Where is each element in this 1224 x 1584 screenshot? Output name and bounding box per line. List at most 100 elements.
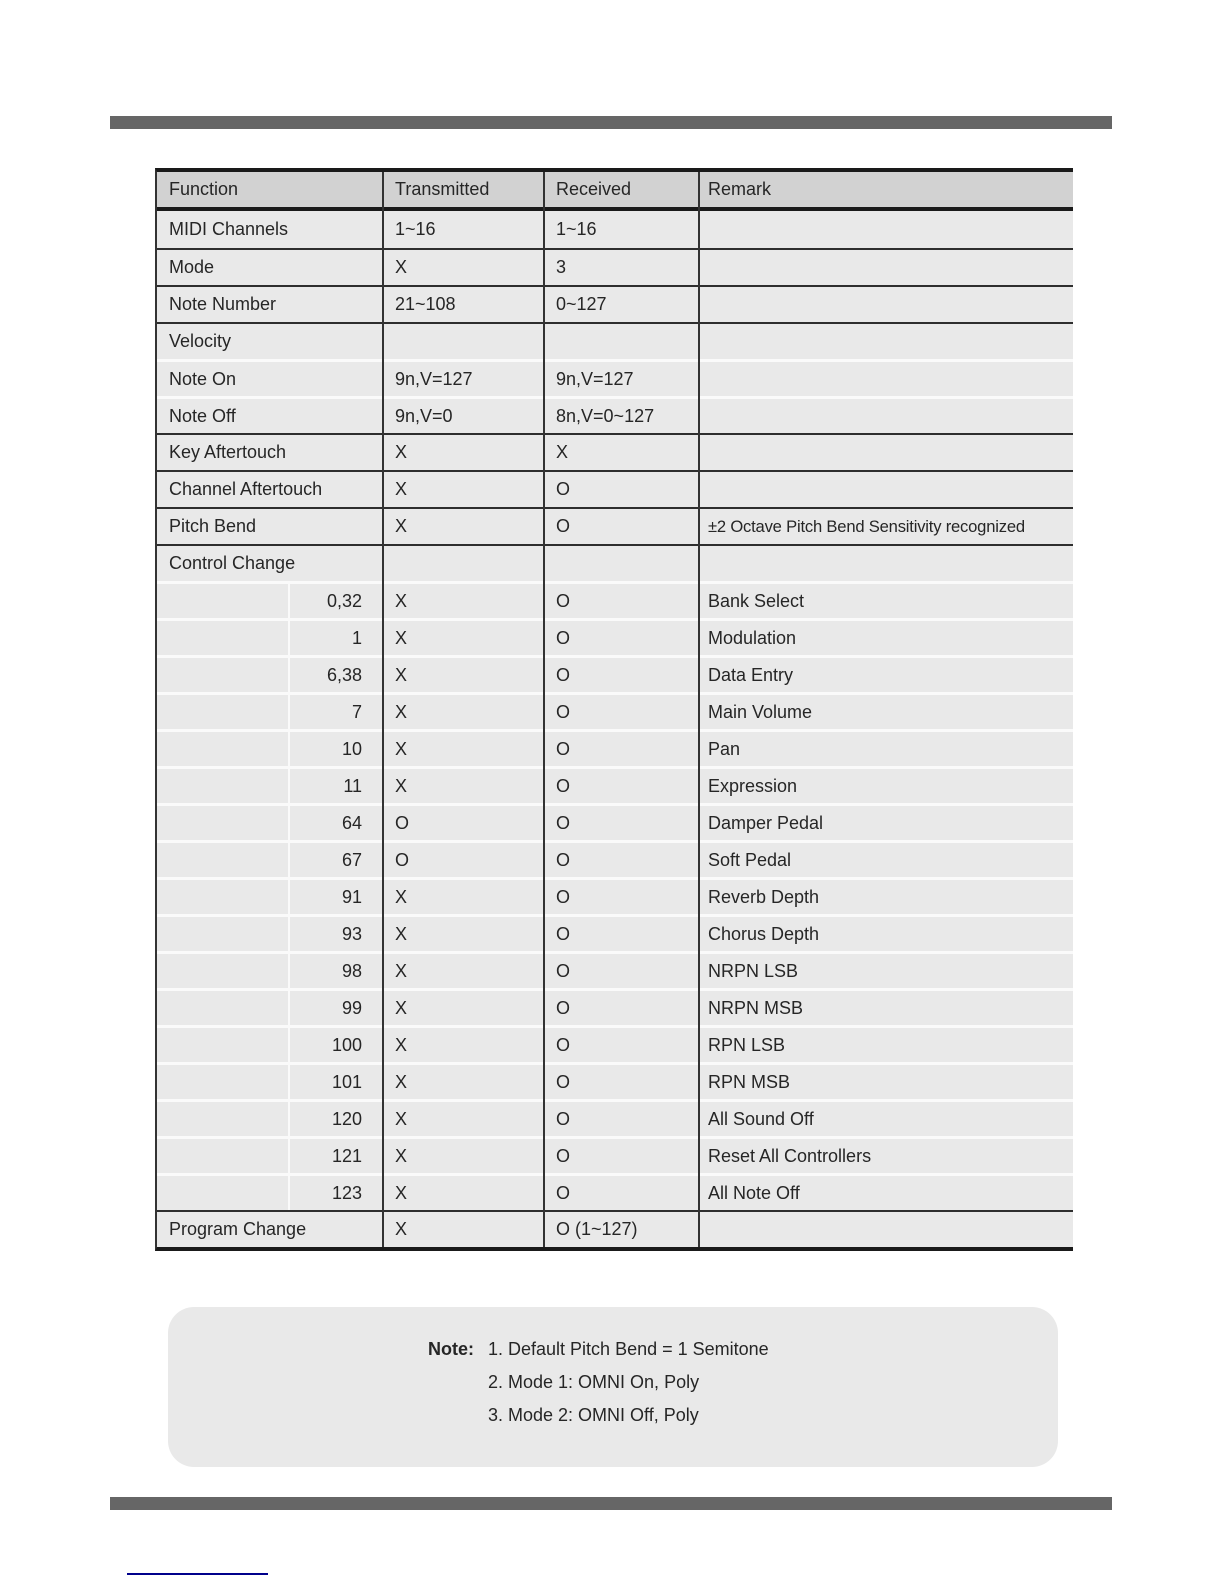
remark-cell: [698, 435, 1073, 470]
controller-number-cell: 93: [341, 923, 362, 944]
transmitted-cell: 1~16: [395, 219, 436, 239]
transmitted-cell: 9n,V=127: [395, 368, 473, 389]
controller-number-cell: 91: [341, 886, 362, 907]
received-cell: O: [556, 590, 571, 611]
function-indent-cell: [157, 1176, 290, 1210]
received-cell: O: [556, 886, 571, 907]
table-row: Note Off 9n,V=0 8n,V=0~127: [157, 396, 1073, 433]
received-cell: O: [556, 997, 571, 1018]
transmitted-cell: X: [395, 516, 408, 536]
function-cell: Note Number: [169, 294, 277, 314]
function-indent-cell: [157, 991, 290, 1025]
remark-cell: NRPN LSB: [708, 960, 799, 981]
received-cell: O: [556, 701, 571, 722]
remark-cell: [698, 287, 1073, 322]
received-cell: 8n,V=0~127: [556, 405, 655, 426]
function-indent-cell: [157, 769, 290, 803]
function-indent-cell: [157, 1139, 290, 1173]
function-indent-cell: [157, 806, 290, 840]
table-row: 93 X O Chorus Depth: [157, 914, 1073, 951]
note-line: 2. Mode 1: OMNI On, Poly: [428, 1366, 769, 1399]
transmitted-cell: X: [395, 1108, 408, 1129]
note-line: 3. Mode 2: OMNI Off, Poly: [428, 1399, 769, 1432]
transmitted-cell: X: [395, 775, 408, 796]
remark-cell: [698, 211, 1073, 248]
table-row: 123 X O All Note Off: [157, 1173, 1073, 1210]
remark-cell: Expression: [708, 775, 798, 796]
function-cell: Channel Aftertouch: [169, 479, 323, 499]
function-cell: Mode: [169, 257, 215, 277]
note-item: 1. Default Pitch Bend = 1 Semitone: [488, 1339, 769, 1359]
remark-cell: Modulation: [708, 627, 797, 648]
table-row: 1 X O Modulation: [157, 618, 1073, 655]
controller-number-cell: 64: [341, 812, 362, 833]
table-row: 91 X O Reverb Depth: [157, 877, 1073, 914]
received-cell: O: [556, 738, 571, 759]
table-row: 121 X O Reset All Controllers: [157, 1136, 1073, 1173]
controller-number-cell: 100: [331, 1034, 362, 1055]
received-cell: O: [556, 849, 571, 870]
remark-cell: Bank Select: [708, 590, 805, 611]
table-row: 64 O O Damper Pedal: [157, 803, 1073, 840]
controller-number-cell: 98: [341, 960, 362, 981]
table-header-row: Function Transmitted Received Remark: [157, 172, 1073, 211]
received-cell: 3: [556, 257, 567, 277]
transmitted-cell: X: [395, 1034, 408, 1055]
remark-cell: RPN MSB: [708, 1071, 791, 1092]
table-row: Pitch Bend X O ±2 Octave Pitch Bend Sensiti…: [157, 507, 1073, 544]
function-cell: Note Off: [169, 405, 236, 426]
note-item: 2. Mode 1: OMNI On, Poly: [488, 1372, 700, 1392]
received-cell: O: [556, 516, 571, 536]
received-cell: O (1~127): [556, 1219, 638, 1239]
remark-cell: [698, 250, 1073, 285]
function-cell: Control Change: [169, 553, 296, 573]
transmitted-cell: X: [395, 923, 408, 944]
table-row: 101 X O RPN MSB: [157, 1062, 1073, 1099]
remark-cell: [698, 472, 1073, 507]
table-row: 7 X O Main Volume: [157, 692, 1073, 729]
controller-number-cell: 99: [341, 997, 362, 1018]
controller-number-cell: 10: [341, 738, 362, 759]
table-row: 0,32 X O Bank Select: [157, 581, 1073, 618]
function-indent-cell: [157, 584, 290, 618]
received-cell: O: [556, 1071, 571, 1092]
transmitted-cell: 21~108: [395, 294, 456, 314]
received-cell: O: [556, 664, 571, 685]
remark-cell: Damper Pedal: [708, 812, 824, 833]
transmitted-cell: X: [395, 442, 408, 462]
received-cell: O: [556, 960, 571, 981]
received-cell: X: [556, 442, 569, 462]
table-row: Control Change: [157, 544, 1073, 581]
function-cell: MIDI Channels: [169, 219, 289, 239]
table-body: MIDI Channels 1~16 1~16 Mode X 3 Note Number 21…: [157, 211, 1073, 1247]
received-cell: O: [556, 775, 571, 796]
transmitted-cell: O: [395, 812, 410, 833]
function-indent-cell: [157, 917, 290, 951]
remark-cell: [698, 399, 1073, 433]
bottom-rule-bar: [110, 1497, 1112, 1510]
received-cell: O: [556, 1108, 571, 1129]
note-line: Note: 1. Default Pitch Bend = 1 Semitone: [428, 1333, 769, 1366]
transmitted-cell: X: [395, 886, 408, 907]
controller-number-cell: 120: [331, 1108, 362, 1129]
received-cell: [543, 324, 698, 359]
controller-number-cell: 101: [331, 1071, 362, 1092]
transmitted-cell: X: [395, 738, 408, 759]
function-cell: Velocity: [169, 331, 232, 351]
note-box: Note: 1. Default Pitch Bend = 1 Semitone…: [168, 1307, 1058, 1467]
table-row: 99 X O NRPN MSB: [157, 988, 1073, 1025]
function-indent-cell: [157, 1028, 290, 1062]
function-cell: Key Aftertouch: [169, 442, 287, 462]
controller-number-cell: 0,32: [326, 590, 362, 611]
header-function: Function: [169, 179, 239, 199]
transmitted-cell: X: [395, 664, 408, 685]
received-cell: O: [556, 1145, 571, 1166]
controller-number-cell: 1: [351, 627, 362, 648]
received-cell: O: [556, 627, 571, 648]
received-cell: [543, 546, 698, 581]
top-rule-bar: [110, 116, 1112, 129]
function-indent-cell: [157, 843, 290, 877]
midi-implementation-table: Function Transmitted Received Remark MID…: [155, 168, 1073, 1251]
transmitted-cell: X: [395, 590, 408, 611]
